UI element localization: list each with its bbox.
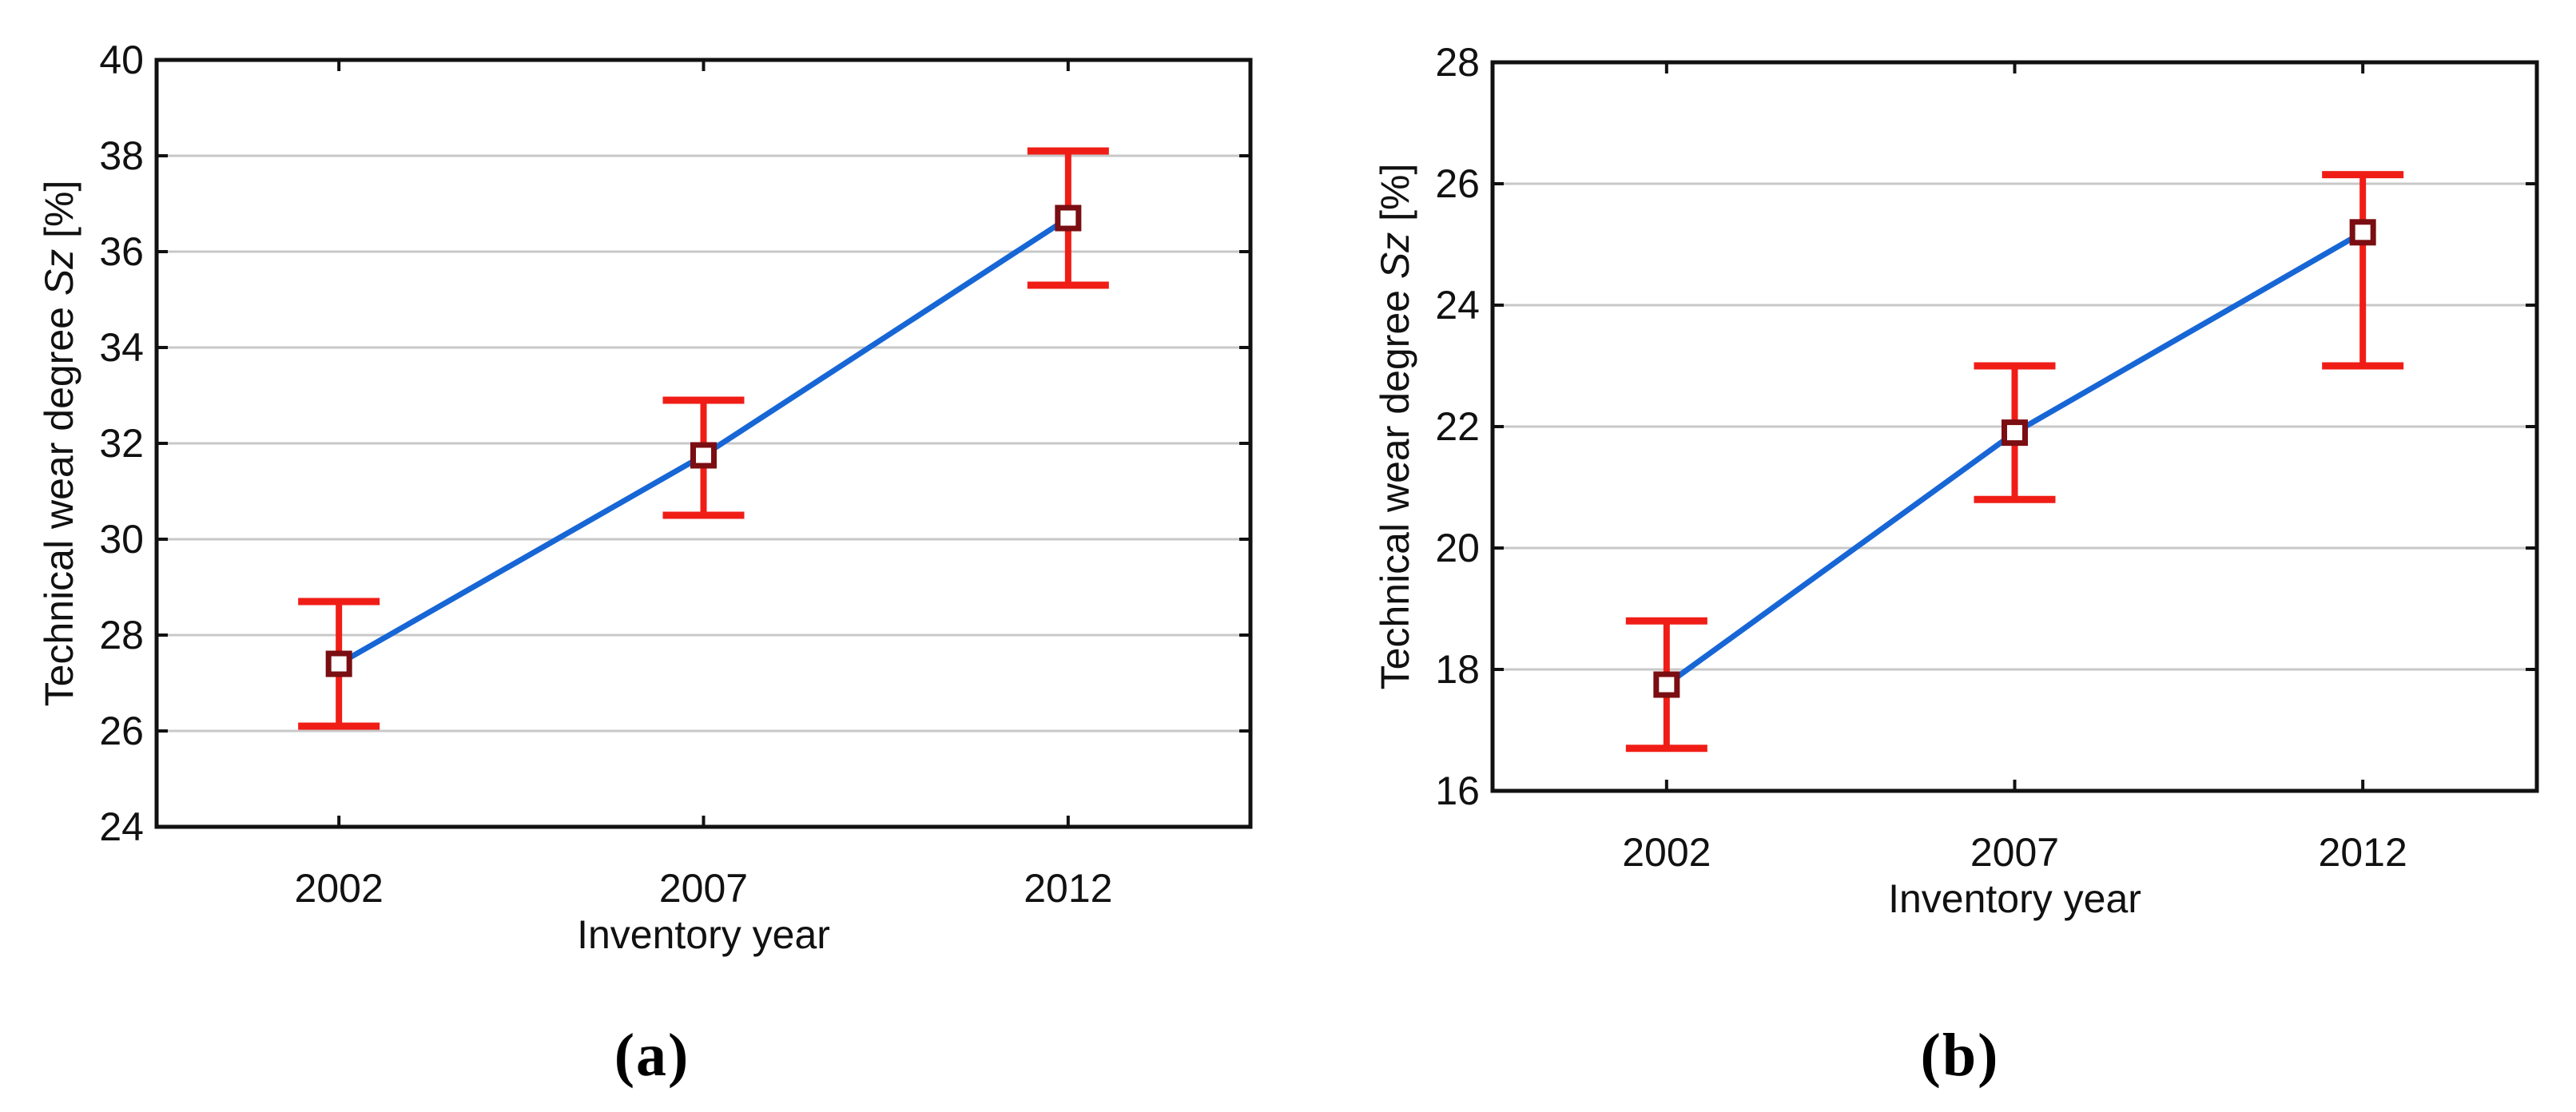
x-tick-label: 2012 [1024,866,1112,911]
data-point-marker [1055,205,1082,232]
x-tick-label: 2007 [659,866,748,911]
caption-a: (a) [614,1022,690,1089]
data-point-marker [1653,671,1680,698]
y-tick-label: 20 [1435,526,1480,570]
x-tick-label: 2002 [295,866,384,911]
x-tick-label: 2012 [2319,830,2407,875]
y-axis-title: Technical wear degree Sz [%] [37,181,81,707]
y-tick-label: 28 [1435,40,1480,85]
chart-panel-a: 24 26 28 30 32 34 36 38 40 2002 2007 2012 Inventory … [37,38,1253,957]
y-tick-label: 26 [99,709,144,753]
y-tick-label: 18 [1435,647,1480,692]
caption-b: (b) [1920,1022,2000,1089]
y-tick-label: 34 [99,325,144,370]
y-tick-label: 22 [1435,404,1480,449]
y-tick-label: 16 [1435,768,1480,813]
x-tick-label: 2007 [1970,830,2059,875]
data-point-marker [2002,419,2028,447]
x-axis-title: Inventory year [577,912,830,957]
y-tick-label: 26 [1435,161,1480,206]
y-tick-label: 40 [99,38,144,82]
y-tick-label: 28 [99,613,144,657]
data-point-marker [325,650,352,677]
y-tick-label: 30 [99,517,144,562]
data-point-marker [2349,219,2376,246]
y-tick-label: 24 [99,804,144,849]
y-tick-label: 32 [99,421,144,466]
chart-panel-b: 16 18 20 22 24 26 28 2002 2007 2012 Inventory year… [1373,40,2539,921]
y-tick-label: 24 [1435,283,1480,328]
x-tick-label: 2002 [1622,830,1711,875]
x-axis-title: Inventory year [1888,876,2141,921]
data-point-marker [690,442,717,469]
y-tick-label: 36 [99,229,144,274]
y-axis-title: Technical wear degree Sz [%] [1373,164,1417,690]
y-tick-label: 38 [99,133,144,178]
